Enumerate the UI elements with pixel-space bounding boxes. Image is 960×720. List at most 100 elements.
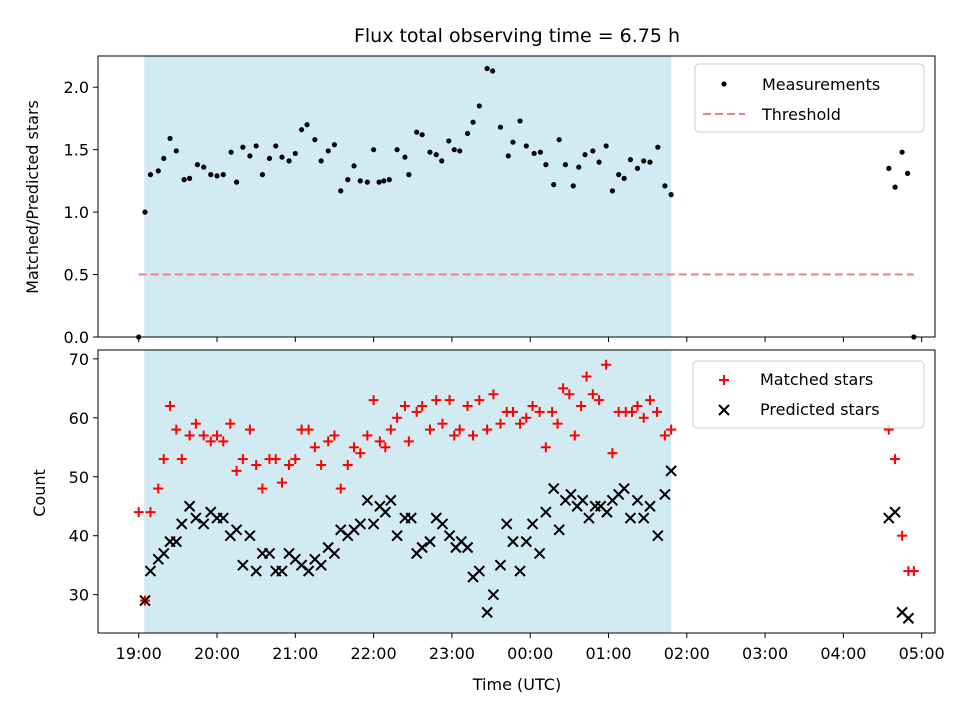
measurement-point <box>556 137 562 143</box>
matched-star-point <box>626 406 637 417</box>
x-tick-label: 21:00 <box>272 644 318 663</box>
measurement-point <box>312 137 318 143</box>
predicted-star-point <box>424 535 436 548</box>
matched-star-point <box>171 424 182 435</box>
measurement-point <box>627 157 634 163</box>
matched-star-point <box>374 436 385 447</box>
matched-star-point <box>225 418 236 429</box>
measurement-point <box>240 144 246 150</box>
bottom-legend: Matched stars Predicted stars <box>692 360 925 429</box>
bottom-y-axis-label: Count <box>30 469 49 517</box>
measurement-point <box>570 183 576 189</box>
matched-star-point <box>323 436 334 447</box>
predicted-star-point <box>237 559 249 571</box>
matched-star-point <box>521 412 532 423</box>
matched-star-point <box>205 436 216 447</box>
matched-star-point <box>190 418 201 429</box>
matched-star-point <box>527 401 538 412</box>
predicted-star-point <box>385 494 397 507</box>
measurement-point <box>590 148 596 154</box>
measurement-point <box>419 132 425 138</box>
measurement-point <box>576 164 582 170</box>
measurement-point <box>476 103 482 109</box>
measurement-point <box>470 119 476 125</box>
measurement-point <box>273 143 279 149</box>
predicted-star-point <box>461 541 474 554</box>
matched-star-point <box>244 424 255 435</box>
predicted-star-point <box>547 482 560 495</box>
measurement-point <box>484 65 490 72</box>
predicted-star-point <box>176 518 188 530</box>
matched-star-point <box>488 389 499 400</box>
matched-star-point <box>368 395 379 406</box>
matched-star-point <box>638 412 649 423</box>
predicted-star-point <box>328 547 341 560</box>
measurement-point <box>228 149 234 155</box>
predicted-star-point <box>361 494 374 507</box>
predicted-star-point <box>583 512 595 524</box>
predicted-star-point <box>565 488 577 501</box>
top-legend: Measurements Threshold <box>694 63 925 133</box>
measurement-point <box>406 172 412 178</box>
y-tick-label: 30 <box>69 586 89 605</box>
matched-star-point <box>495 418 506 429</box>
measurement-point <box>414 129 420 135</box>
y-tick-label: 50 <box>69 468 89 487</box>
measurement-point <box>357 178 363 184</box>
predicted-star-point <box>540 506 552 518</box>
measurement-point <box>381 178 387 184</box>
measurement-point <box>318 158 324 164</box>
measurement-point <box>402 154 408 160</box>
matched-star-point <box>184 430 195 441</box>
y-tick-label: 1.5 <box>64 141 89 160</box>
matched-star-point <box>564 389 575 400</box>
matched-star-point <box>540 442 551 453</box>
predicted-star-point <box>276 565 288 577</box>
predicted-star-point <box>665 465 677 477</box>
measurement-point <box>433 152 439 158</box>
measurement-point <box>298 127 305 133</box>
measurement-point <box>505 153 511 159</box>
predicted-star-point <box>436 518 449 530</box>
measurement-point <box>427 149 433 155</box>
measurement-point <box>603 143 609 149</box>
measurement-point <box>187 175 193 181</box>
measurement-point <box>609 188 616 194</box>
matched-star-point <box>257 483 268 494</box>
predicted-star-point <box>601 506 613 518</box>
measurement-point <box>325 148 331 154</box>
measurement-point <box>194 162 201 168</box>
matched-star-point <box>403 436 414 447</box>
x-tick-label: 20:00 <box>194 644 240 663</box>
matched-star-point <box>666 424 677 435</box>
x-tick-label: 23:00 <box>429 644 475 663</box>
bottom-legend-box <box>692 360 925 429</box>
measurement-point <box>662 183 668 189</box>
x-tick-label: 03:00 <box>742 644 788 663</box>
measurement-point <box>345 177 351 183</box>
predicted-star-point <box>553 524 565 536</box>
predicted-star-point <box>379 506 392 518</box>
top-axes-frame <box>97 55 936 338</box>
legend-measurements-label: Measurements <box>762 75 880 94</box>
predicted-star-point <box>507 535 519 548</box>
matched-star-point <box>454 424 465 435</box>
measurement-point <box>510 139 516 145</box>
measurement-point <box>247 153 253 159</box>
matched-star-point <box>659 430 670 441</box>
matched-star-point <box>176 454 187 465</box>
measurement-point <box>338 188 344 194</box>
matched-star-point <box>145 507 156 518</box>
measurement-point <box>886 165 892 171</box>
predicted-star-point <box>652 530 664 542</box>
measurement-point <box>253 143 259 149</box>
predicted-star-point <box>354 518 367 530</box>
matched-star-point <box>158 454 169 465</box>
measurement-point <box>167 135 173 142</box>
legend-predicted-marker <box>718 404 730 416</box>
matched-star-point <box>198 430 209 441</box>
matched-star-point <box>290 454 301 465</box>
matched-star-point <box>355 448 366 459</box>
predicted-star-point <box>139 594 151 607</box>
predicted-star-point <box>487 588 500 601</box>
